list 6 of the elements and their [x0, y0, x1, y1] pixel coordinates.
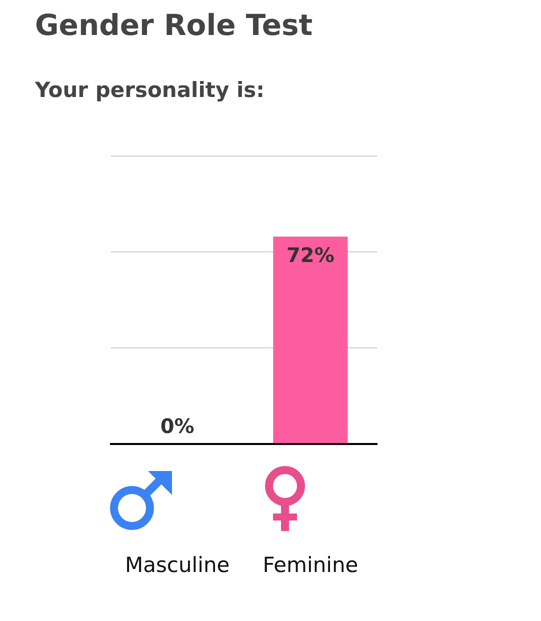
data-label: 72%	[286, 242, 334, 267]
x-tick-label: Feminine	[262, 552, 358, 577]
chart-title: Gender Role Test	[35, 8, 313, 42]
data-label: 0%	[160, 414, 194, 438]
chart-subtitle: Your personality is:	[35, 78, 265, 102]
x-tick-label: Masculine	[124, 552, 230, 577]
